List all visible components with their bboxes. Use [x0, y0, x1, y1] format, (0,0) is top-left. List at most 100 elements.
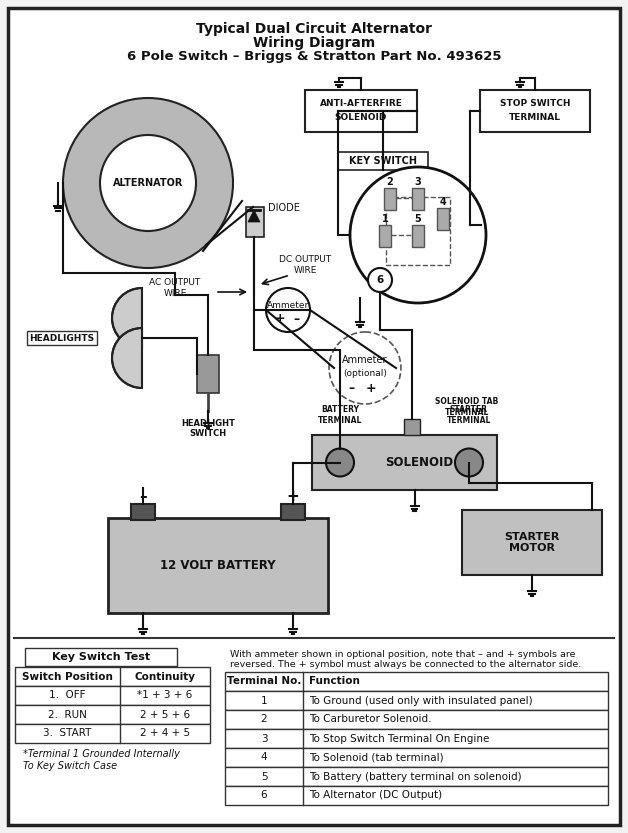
Text: SOLENOID: SOLENOID: [335, 112, 387, 122]
Bar: [15, 667, 210, 686]
Bar: [462, 510, 602, 575]
Text: SOLENOID: SOLENOID: [386, 456, 453, 469]
Text: 2.  RUN: 2. RUN: [48, 710, 87, 720]
Text: 12 VOLT BATTERY: 12 VOLT BATTERY: [160, 559, 276, 572]
Text: Typical Dual Circuit Alternator: Typical Dual Circuit Alternator: [196, 22, 432, 36]
Bar: [108, 518, 328, 613]
Circle shape: [368, 268, 392, 292]
Text: 6 Pole Switch – Briggs & Stratton Part No. 493625: 6 Pole Switch – Briggs & Stratton Part N…: [127, 50, 501, 63]
Text: 2: 2: [387, 177, 393, 187]
Text: 5: 5: [414, 214, 421, 224]
Text: HEADLIGHTS: HEADLIGHTS: [30, 333, 95, 342]
Text: Ammeter: Ammeter: [267, 301, 309, 310]
Polygon shape: [248, 210, 260, 222]
Text: +: +: [365, 382, 376, 395]
Text: STARTER
TERMINAL: STARTER TERMINAL: [447, 406, 491, 425]
Text: AC OUTPUT
WIRE: AC OUTPUT WIRE: [149, 278, 200, 297]
Bar: [379, 225, 391, 247]
Text: BATTERY
TERMINAL: BATTERY TERMINAL: [318, 406, 362, 425]
Text: To Stop Switch Terminal On Engine: To Stop Switch Terminal On Engine: [309, 734, 489, 744]
Bar: [384, 188, 396, 210]
Bar: [225, 729, 608, 748]
Text: *1 + 3 + 6: *1 + 3 + 6: [138, 691, 193, 701]
Bar: [225, 672, 608, 691]
Circle shape: [266, 288, 310, 332]
Bar: [197, 355, 219, 393]
Wedge shape: [112, 328, 142, 388]
Bar: [480, 90, 590, 132]
Bar: [246, 207, 264, 237]
Text: ALTERNATOR: ALTERNATOR: [113, 178, 183, 188]
Text: With ammeter shown in optional position, note that – and + symbols are
reversed.: With ammeter shown in optional position,…: [230, 650, 582, 670]
Text: –: –: [293, 312, 299, 326]
Bar: [386, 197, 450, 265]
Text: ANTI-AFTERFIRE: ANTI-AFTERFIRE: [320, 98, 403, 107]
Text: To Alternator (DC Output): To Alternator (DC Output): [309, 791, 442, 801]
Bar: [225, 767, 608, 786]
Wedge shape: [112, 288, 142, 348]
Bar: [305, 90, 417, 132]
Bar: [404, 419, 420, 435]
Text: 3.  START: 3. START: [43, 729, 92, 739]
Text: Key Switch Test: Key Switch Test: [52, 652, 150, 662]
Circle shape: [100, 135, 196, 231]
Text: –: –: [139, 488, 147, 503]
Text: SWITCH: SWITCH: [190, 428, 227, 437]
Circle shape: [455, 448, 483, 476]
Text: STARTER
MOTOR: STARTER MOTOR: [504, 531, 560, 553]
Text: Function: Function: [309, 676, 360, 686]
Text: To Battery (battery terminal on solenoid): To Battery (battery terminal on solenoid…: [309, 771, 522, 781]
Text: Ammeter: Ammeter: [342, 355, 387, 365]
Bar: [15, 705, 210, 724]
Text: 3: 3: [261, 734, 268, 744]
Text: (optional): (optional): [343, 368, 387, 377]
Bar: [412, 225, 424, 247]
Text: Switch Position: Switch Position: [22, 671, 113, 681]
Text: 1: 1: [382, 214, 388, 224]
Text: TERMINAL: TERMINAL: [509, 112, 561, 122]
Bar: [15, 724, 210, 743]
Text: 4: 4: [440, 197, 447, 207]
Text: –: –: [348, 382, 354, 395]
Text: DIODE: DIODE: [268, 203, 300, 213]
Text: 5: 5: [261, 771, 268, 781]
Text: 6: 6: [261, 791, 268, 801]
Bar: [225, 748, 608, 767]
Bar: [225, 691, 608, 710]
Bar: [131, 504, 155, 520]
Bar: [437, 208, 449, 230]
Circle shape: [326, 448, 354, 476]
Text: DC OUTPUT
WIRE: DC OUTPUT WIRE: [279, 255, 331, 275]
Circle shape: [329, 332, 401, 404]
Text: To Ground (used only with insulated panel): To Ground (used only with insulated pane…: [309, 696, 533, 706]
Bar: [15, 686, 210, 705]
Bar: [25, 648, 177, 666]
Circle shape: [350, 167, 486, 303]
Text: 6: 6: [376, 275, 384, 285]
Text: 1.  OFF: 1. OFF: [49, 691, 86, 701]
Text: KEY SWITCH: KEY SWITCH: [349, 156, 417, 166]
Text: *Terminal 1 Grounded Internally
To Key Switch Case: *Terminal 1 Grounded Internally To Key S…: [23, 749, 180, 771]
Bar: [338, 152, 428, 170]
Text: +: +: [286, 488, 300, 503]
Circle shape: [63, 98, 233, 268]
Text: 3: 3: [414, 177, 421, 187]
Text: To Solenoid (tab terminal): To Solenoid (tab terminal): [309, 752, 443, 762]
Text: 2 + 4 + 5: 2 + 4 + 5: [140, 729, 190, 739]
Text: +: +: [274, 312, 285, 326]
Bar: [281, 504, 305, 520]
Text: HEADLIGHT: HEADLIGHT: [181, 418, 235, 427]
Text: Wiring Diagram: Wiring Diagram: [253, 36, 375, 50]
Text: 2 + 5 + 6: 2 + 5 + 6: [140, 710, 190, 720]
Text: STOP SWITCH: STOP SWITCH: [500, 98, 570, 107]
Bar: [225, 786, 608, 805]
Text: Terminal No.: Terminal No.: [227, 676, 301, 686]
Text: 4: 4: [261, 752, 268, 762]
Text: Continuity: Continuity: [134, 671, 195, 681]
Bar: [225, 710, 608, 729]
Bar: [312, 435, 497, 490]
Text: 2: 2: [261, 715, 268, 725]
Text: SOLENOID TAB
TERMINAL: SOLENOID TAB TERMINAL: [435, 397, 499, 416]
Bar: [412, 188, 424, 210]
Text: To Carburetor Solenoid.: To Carburetor Solenoid.: [309, 715, 431, 725]
